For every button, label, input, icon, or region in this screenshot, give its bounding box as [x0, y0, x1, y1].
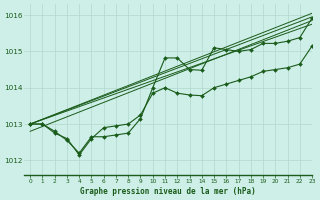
- X-axis label: Graphe pression niveau de la mer (hPa): Graphe pression niveau de la mer (hPa): [80, 187, 256, 196]
